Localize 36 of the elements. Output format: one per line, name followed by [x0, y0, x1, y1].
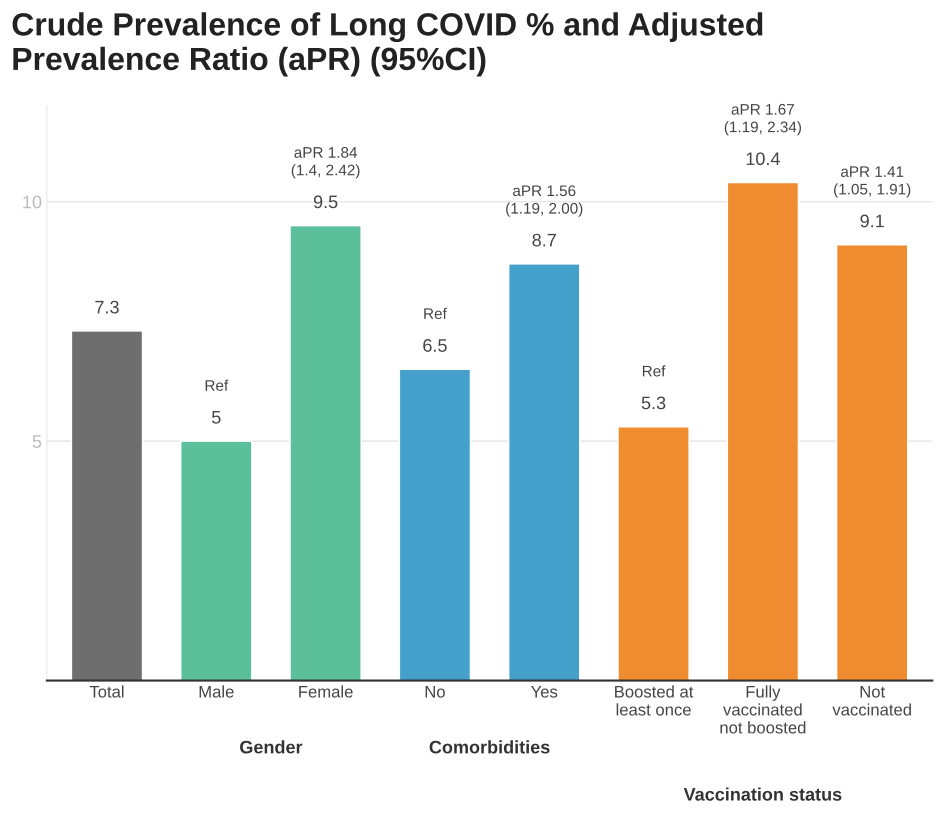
text: Gender — [240, 740, 302, 754]
x-tick-label: Yes — [531, 686, 558, 698]
x-tick-label: Boosted at least once — [615, 685, 694, 716]
annotation: aPR 1.56 (1.19, 2.00) — [506, 185, 582, 217]
annotation: aPR 1.84 (1.4, 2.42) — [292, 147, 360, 178]
data-label: 7.3 — [95, 300, 119, 314]
bar — [508, 263, 580, 681]
x-tick-label: Female — [299, 685, 353, 698]
bar — [726, 182, 800, 681]
data-label: 9.5 — [314, 195, 338, 208]
annotation: aPR 1.67 (1.19, 2.34) — [724, 104, 801, 136]
annotation: aPR 1.41 (1.05, 1.91) — [834, 166, 910, 198]
x-tick-label: Not vaccinated — [832, 686, 911, 716]
x-tick-label: No — [426, 686, 445, 698]
x-tick-label: Male — [200, 685, 234, 698]
bar — [180, 440, 253, 681]
data-label: 9.1 — [860, 214, 884, 228]
data-label: 6.5 — [423, 339, 447, 352]
bar — [836, 244, 908, 681]
y-tick-label: 10 — [23, 196, 42, 208]
x-tick-label: Fully vaccinated not boosted — [720, 685, 806, 734]
data-label: 8.7 — [532, 234, 556, 246]
data-label: 10.4 — [746, 152, 780, 166]
data-label: 5 — [212, 411, 221, 424]
text: Comorbidities — [430, 740, 550, 754]
x-tick-label: Total — [90, 685, 124, 698]
annotation: Ref — [424, 308, 447, 320]
bar — [289, 224, 362, 681]
bar — [70, 330, 144, 681]
bar — [617, 426, 690, 681]
text: Vaccination status — [684, 787, 842, 801]
chart-title: Crude Prevalence of Long COVID % and Adjusted Prevalence Ratio (aPR) (95%CI) — [12, 12, 762, 77]
annotation: Ref — [642, 365, 666, 377]
bar — [398, 368, 472, 681]
annotation: Ref — [206, 380, 228, 391]
data-label: 5.3 — [642, 396, 666, 410]
